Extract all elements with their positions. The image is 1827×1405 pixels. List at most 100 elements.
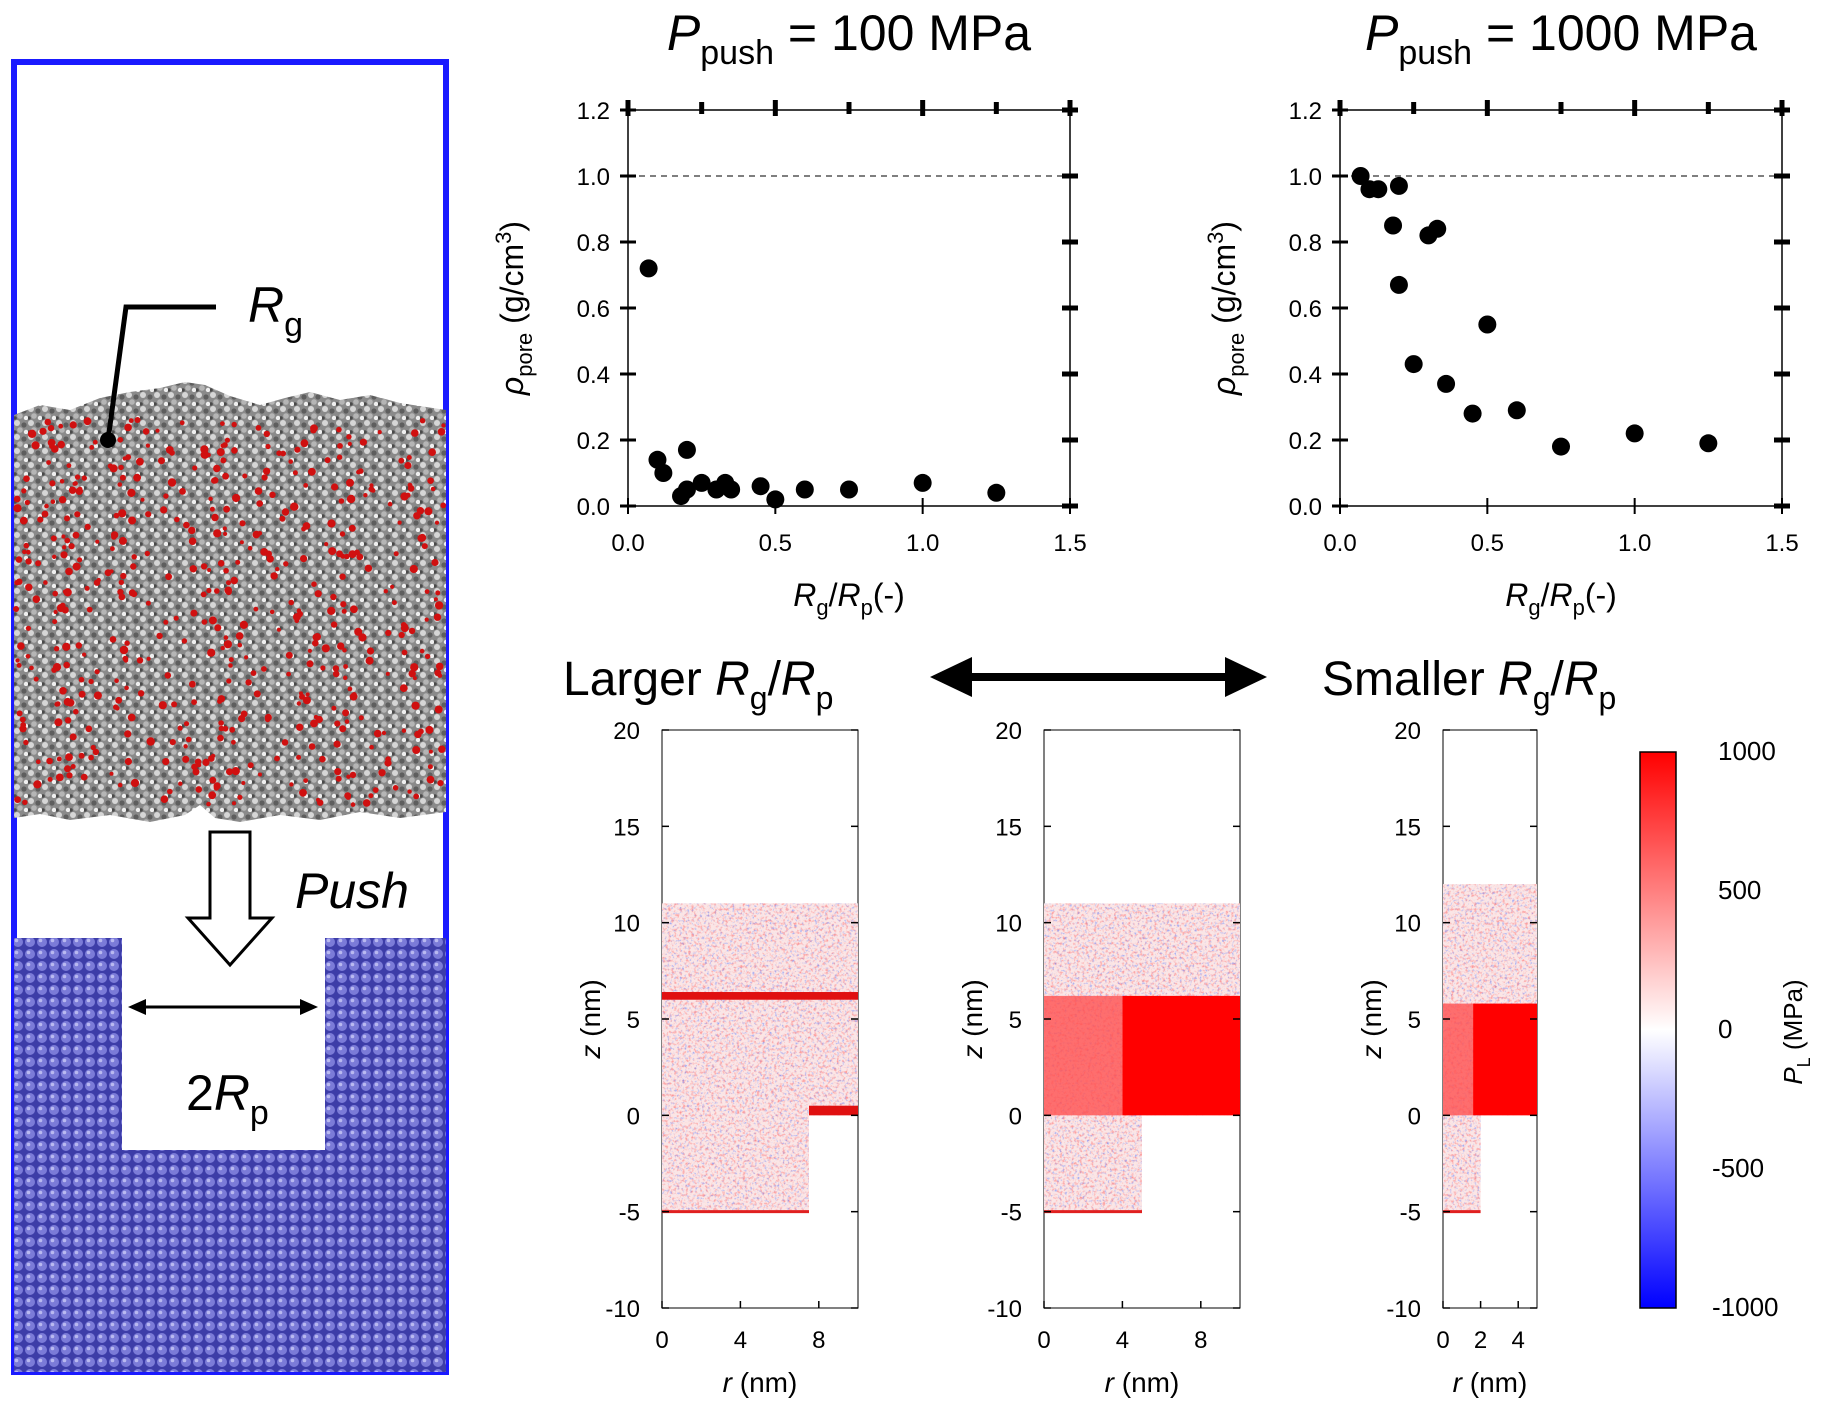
oxygen-atom — [231, 447, 238, 454]
oxygen-atom — [22, 549, 27, 555]
oxygen-atom — [285, 651, 293, 659]
oxygen-atom — [350, 605, 358, 614]
oxygen-atom — [191, 699, 198, 705]
oxygen-atom — [224, 437, 230, 443]
oxygen-atom — [321, 644, 330, 653]
oxygen-atom — [69, 421, 77, 429]
oxygen-atom — [258, 772, 262, 777]
oxygen-atom — [88, 678, 94, 685]
oxygen-atom — [327, 606, 336, 616]
oxygen-atom — [64, 717, 72, 724]
oxygen-atom — [373, 729, 382, 738]
z-tick-label: -5 — [1001, 1200, 1022, 1227]
oxygen-atom — [300, 555, 308, 563]
y-axis-label: ρpore (g/cm3) — [1203, 221, 1249, 396]
polymer-layer — [14, 382, 446, 822]
oxygen-atom — [274, 755, 280, 762]
oxygen-atom — [283, 561, 289, 567]
oxygen-atom — [117, 482, 123, 487]
oxygen-atom — [401, 728, 407, 733]
oxygen-atom — [434, 669, 442, 677]
oxygen-atom — [213, 529, 222, 538]
oxygen-atom — [62, 589, 67, 594]
oxygen-atom — [52, 590, 58, 597]
data-point — [1351, 167, 1370, 185]
oxygen-atom — [397, 520, 402, 525]
oxygen-atom — [49, 480, 56, 487]
oxygen-atom — [19, 725, 27, 733]
oxygen-atom — [253, 606, 259, 612]
oxygen-atom — [13, 504, 22, 513]
oxygen-atom — [179, 488, 186, 495]
oxygen-atom — [136, 457, 144, 466]
oxygen-atom — [14, 580, 20, 586]
oxygen-atom — [358, 715, 364, 721]
oxygen-atom — [183, 521, 190, 529]
z-axis-label: z (nm) — [1356, 979, 1387, 1059]
y-tick-label: 0.0 — [577, 494, 610, 521]
oxygen-atom — [241, 781, 246, 785]
oxygen-atom — [206, 801, 211, 807]
oxygen-atom — [217, 734, 224, 742]
oxygen-atom — [131, 554, 137, 560]
oxygen-atom — [348, 524, 356, 532]
oxygen-atom — [235, 559, 241, 565]
oxygen-atom — [347, 441, 352, 446]
oxygen-atom — [281, 508, 290, 516]
data-point — [692, 473, 711, 492]
oxygen-atom — [53, 646, 60, 652]
y-tick-label: 1.0 — [577, 164, 610, 191]
oxygen-atom — [349, 692, 358, 701]
oxygen-atom — [200, 563, 208, 570]
data-point — [1478, 315, 1497, 334]
x-tick-label: 1.0 — [906, 530, 939, 557]
oxygen-atom — [189, 565, 197, 573]
oxygen-atom — [47, 424, 55, 432]
oxygen-atom — [117, 437, 124, 443]
oxygen-atom — [63, 697, 72, 706]
oxygen-atom — [372, 787, 379, 793]
oxygen-atom — [339, 725, 347, 733]
r-tick-label: 4 — [1512, 1327, 1525, 1354]
oxygen-atom — [356, 553, 364, 561]
rp-label: 2Rp — [186, 1065, 269, 1132]
oxygen-atom — [77, 557, 83, 563]
oxygen-atom — [348, 550, 357, 559]
oxygen-atom — [311, 581, 317, 587]
oxygen-atom — [310, 719, 318, 728]
oxygen-atom — [302, 522, 311, 530]
z-tick-label: 15 — [995, 814, 1022, 841]
double-arrow-right-icon — [1225, 657, 1267, 697]
oxygen-atom — [160, 795, 169, 803]
data-point — [1699, 434, 1718, 453]
oxygen-atom — [61, 606, 69, 614]
oxygen-atom — [181, 638, 188, 644]
data-point — [677, 440, 696, 459]
oxygen-atom — [332, 665, 340, 672]
oxygen-atom — [229, 726, 236, 733]
rp-arrowhead-right-icon — [300, 999, 318, 1015]
oxygen-atom — [261, 474, 268, 481]
oxygen-atom — [437, 428, 446, 436]
oxygen-atom — [93, 691, 102, 700]
oxygen-atom — [69, 733, 77, 741]
oxygen-atom — [117, 782, 123, 788]
colorbar-tick: -1000 — [1712, 1292, 1779, 1322]
y-tick-label: 0.6 — [577, 296, 610, 323]
z-tick-label: 20 — [613, 718, 640, 745]
oxygen-atom — [70, 764, 76, 769]
oxygen-atom — [424, 589, 430, 594]
oxygen-atom — [177, 725, 183, 731]
oxygen-atom — [118, 464, 124, 471]
r-axis-label: r (nm) — [1105, 1367, 1180, 1398]
oxygen-atom — [281, 739, 289, 746]
oxygen-atom — [125, 454, 132, 460]
pressure-map-medium: 20 15 10 5 0 -5 -10 0 4 8 r (nm) z (nm) — [957, 718, 1241, 1398]
oxygen-atom — [390, 584, 395, 589]
oxygen-atom — [411, 429, 419, 437]
rg-label: Rg — [248, 277, 303, 344]
oxygen-atom — [22, 799, 28, 805]
oxygen-atom — [145, 511, 152, 518]
oxygen-atom — [41, 510, 49, 518]
oxygen-atom — [345, 794, 351, 800]
